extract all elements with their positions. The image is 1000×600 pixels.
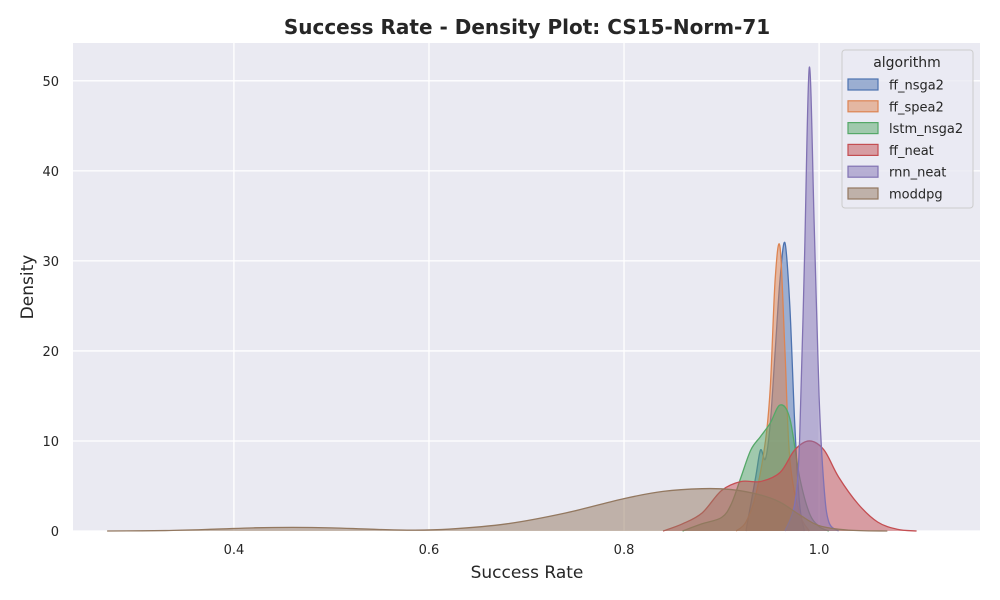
axis-ticks: 0.4 0.6 0.8 1.0 0 10 20 30 40 50 [42, 75, 829, 558]
legend-swatch [847, 187, 879, 200]
y-tick-label: 30 [42, 255, 59, 270]
legend-label: rnn_neat [889, 166, 946, 181]
x-tick-label: 0.6 [419, 543, 440, 558]
legend-label: lstm_nsga2 [889, 122, 963, 137]
series-moddpg-area [107, 488, 888, 531]
legend-item-rnn-neat: rnn_neat [847, 165, 946, 181]
series-ff-spea2-area [736, 243, 810, 531]
legend-item-ff-spea2: ff_spea2 [847, 100, 944, 115]
legend-title: algorithm [873, 55, 941, 71]
legend-swatch [847, 165, 879, 178]
legend-label: ff_neat [889, 144, 934, 159]
chart-title: Success Rate - Density Plot: CS15-Norm-7… [284, 15, 770, 39]
legend-item-moddpg: moddpg [847, 187, 943, 203]
legend-swatch [847, 100, 879, 113]
legend-label: ff_spea2 [889, 100, 944, 115]
legend-item-ff-nsga2: ff_nsga2 [847, 78, 944, 94]
series-areas [107, 66, 917, 532]
x-tick-label: 0.8 [614, 543, 635, 558]
x-tick-label: 1.0 [809, 543, 830, 558]
series-rnn-neat-line [784, 66, 840, 532]
y-tick-label: 10 [42, 435, 59, 450]
series-moddpg-line [107, 487, 888, 532]
y-tick-label: 0 [51, 525, 59, 540]
legend-swatch [847, 121, 879, 135]
y-tick-label: 50 [42, 75, 59, 90]
legend-swatch [847, 143, 879, 156]
legend-item-ff-neat: ff_neat [847, 143, 934, 159]
legend-label: ff_nsga2 [889, 79, 944, 94]
plot-area [73, 43, 980, 531]
x-axis-label: Success Rate [471, 563, 584, 583]
y-tick-label: 40 [42, 165, 59, 180]
legend-swatch [847, 78, 879, 91]
y-tick-label: 20 [42, 345, 59, 360]
x-tick-label: 0.4 [224, 543, 245, 558]
legend: algorithm ff_nsga2 ff_spea2 lstm_nsga2 ff_n… [841, 49, 974, 209]
legend-item-lstm-nsga2: lstm_nsga2 [847, 121, 963, 137]
legend-label: moddpg [889, 188, 943, 203]
grid-lines [73, 43, 980, 532]
y-axis-label: Density [18, 255, 38, 320]
series-rnn-neat-area [784, 67, 839, 531]
